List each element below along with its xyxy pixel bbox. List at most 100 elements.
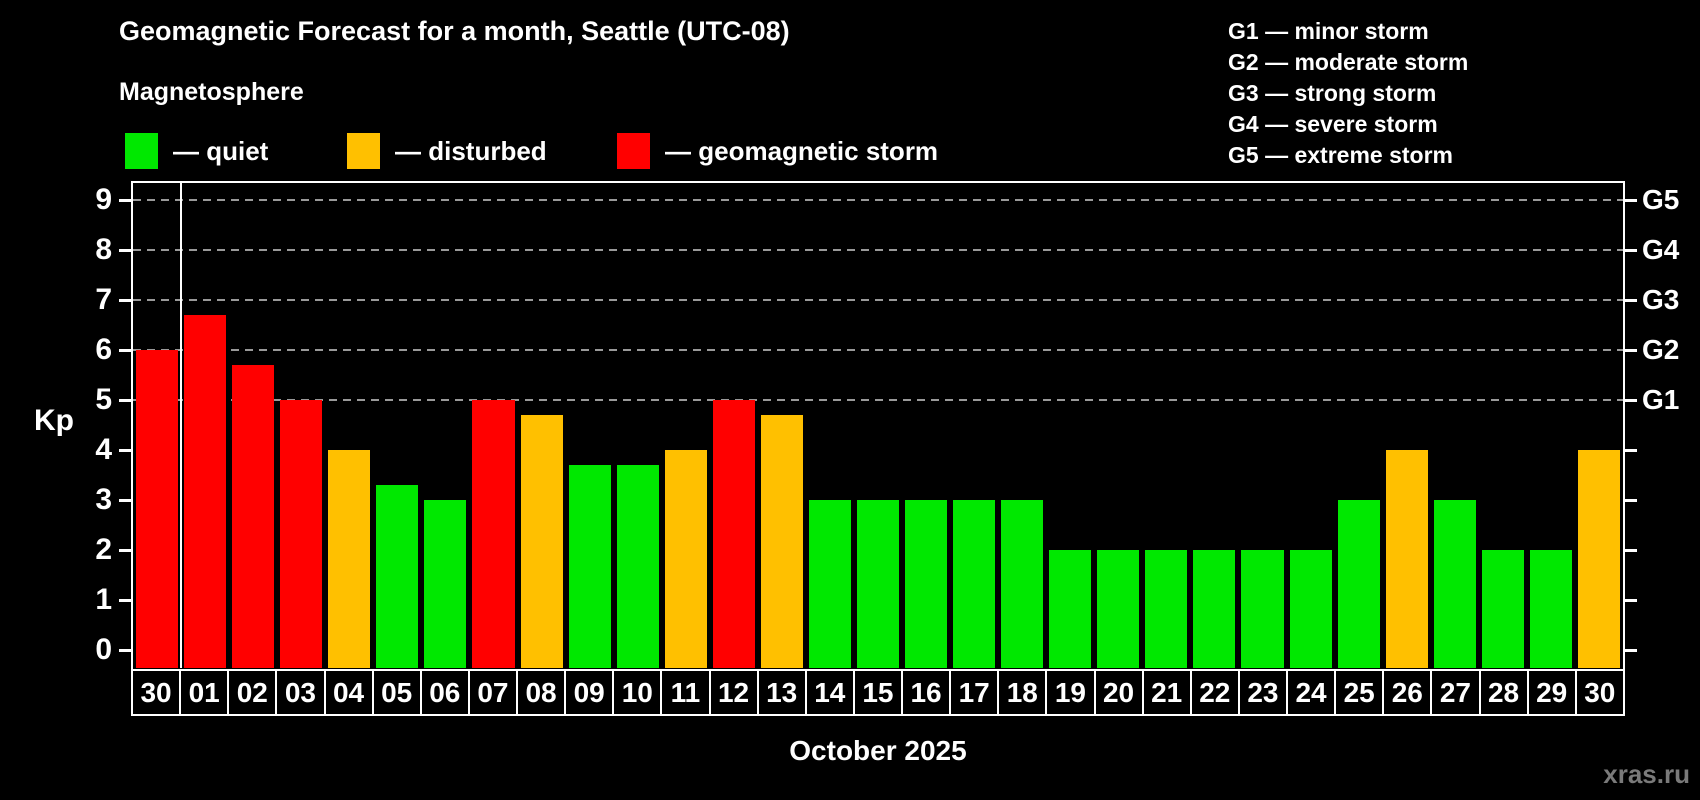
bar-day-18 [1001,500,1044,668]
y-axis-title-kp: Kp [34,404,74,437]
g-scale-legend: G1 — minor storm G2 — moderate storm G3 … [1228,16,1468,171]
legend-label-quiet: — quiet [173,135,269,166]
bar-day-26 [1385,450,1428,668]
date-cell-10: 10 [614,671,663,714]
page-title: Geomagnetic Forecast for a month, Seattl… [119,16,790,46]
bar-day-14 [808,500,851,668]
date-cell-18: 18 [999,671,1048,714]
g-axis-label-g5: G5 [1642,184,1680,215]
date-cell-02: 02 [229,671,278,714]
bar-day-05 [376,485,419,668]
date-cell-26: 26 [1384,671,1433,714]
bar-day-03 [280,400,323,668]
date-cell-30: 30 [1584,676,1616,708]
date-cell-08: 08 [518,671,567,714]
plot-area [131,181,1625,670]
bar-day-16 [905,500,948,668]
storm-color-swatch [617,133,650,169]
date-cell-15: 15 [855,671,903,714]
g-axis-label-g4: G4 [1642,234,1680,265]
bar-day-27 [1433,500,1476,668]
y-tick-label-0: 0 [95,633,112,666]
gridline-kp8 [133,249,1623,251]
date-cell-16: 16 [903,671,952,714]
y-tick-label-9: 9 [95,183,112,216]
watermark-xras: xras.ru [1603,759,1690,789]
left-tick-kp0 [119,649,131,652]
date-cell-14: 14 [807,671,855,714]
right-tick-kp4 [1625,449,1637,452]
right-tick-kp6 [1625,349,1637,352]
date-cell-prev-30: 30 [133,671,182,714]
g-scale-legend-line-g2: G2 — moderate storm [1228,49,1469,75]
date-cell-22: 22 [1192,671,1240,714]
right-tick-kp9 [1625,199,1637,202]
date-cell-27: 27 [1432,671,1481,714]
date-cell-01: 01 [181,671,230,714]
legend-item-quiet: — quiet [125,133,268,169]
date-cell-28: 28 [1481,671,1529,714]
bar-day-28 [1481,550,1524,668]
date-cell-24: 24 [1288,671,1337,714]
y-tick-label-7: 7 [95,283,112,316]
y-tick-label-4: 4 [95,433,112,466]
g-axis-label-g1: G1 [1642,384,1680,415]
left-tick-kp2 [119,549,131,552]
date-cell-04: 04 [326,671,374,714]
date-cell-25: 25 [1336,671,1385,714]
bar-day-13 [760,415,803,668]
g-scale-legend-line-g4: G4 — severe storm [1228,111,1438,137]
left-tick-kp5 [119,399,131,402]
bar-day-20 [1097,550,1140,668]
bar-day-23 [1241,550,1284,668]
y-tick-label-2: 2 [95,533,112,566]
left-tick-kp3 [119,499,131,502]
g-scale-legend-line-g1: G1 — minor storm [1228,18,1429,44]
right-tick-kp8 [1625,249,1637,252]
date-cell-03: 03 [277,671,326,714]
right-tick-kp3 [1625,499,1637,502]
y-tick-label-5: 5 [95,383,112,416]
x-axis-title-month: October 2025 [789,735,967,766]
g-scale-legend-line-g5: G5 — extreme storm [1228,142,1453,168]
date-cell-19: 19 [1047,671,1096,714]
right-tick-kp7 [1625,299,1637,302]
left-tick-kp9 [119,199,131,202]
bar-day-19 [1049,550,1092,668]
bar-day-22 [1193,550,1236,668]
disturbed-color-swatch [347,133,380,169]
legend-item-storm: — geomagnetic storm [617,133,938,169]
y-tick-label-1: 1 [95,583,112,616]
left-tick-kp4 [119,449,131,452]
date-cell-11: 11 [662,671,711,714]
bar-day-12 [712,400,755,668]
bar-day-24 [1289,550,1332,668]
date-cell-23: 23 [1240,671,1288,714]
date-cell-21: 21 [1144,671,1192,714]
g-axis-label-g3: G3 [1642,284,1680,315]
bar-day-15 [856,500,900,668]
gridline-kp5 [133,399,1623,401]
bar-day-06 [424,500,467,668]
bar-day-10 [616,465,659,668]
bar-day-29 [1529,550,1572,668]
date-cell-20: 20 [1096,671,1144,714]
y-tick-label-6: 6 [95,333,112,366]
date-cell-17: 17 [951,671,1000,714]
date-cell-09: 09 [566,671,615,714]
bar-day-07 [472,400,515,668]
bar-day-21 [1145,550,1188,668]
magnetosphere-subtitle: Magnetosphere [119,78,304,106]
date-cell-06: 06 [422,671,470,714]
date-cell-05: 05 [374,671,422,714]
y-tick-label-3: 3 [95,483,112,516]
gridline-kp9 [133,199,1623,201]
bar-day-30 [1577,450,1620,668]
right-tick-kp1 [1625,599,1637,602]
legend-label-disturbed: — disturbed [395,135,547,166]
bar-day-17 [953,500,996,668]
legend-label-storm: — geomagnetic storm [665,135,939,166]
x-axis-date-row: 30 01 02 03 04 05 06 07 08 09 10 11 12 13 14 15 16 17 18 19… [131,669,1625,716]
bar-day-09 [568,465,611,668]
